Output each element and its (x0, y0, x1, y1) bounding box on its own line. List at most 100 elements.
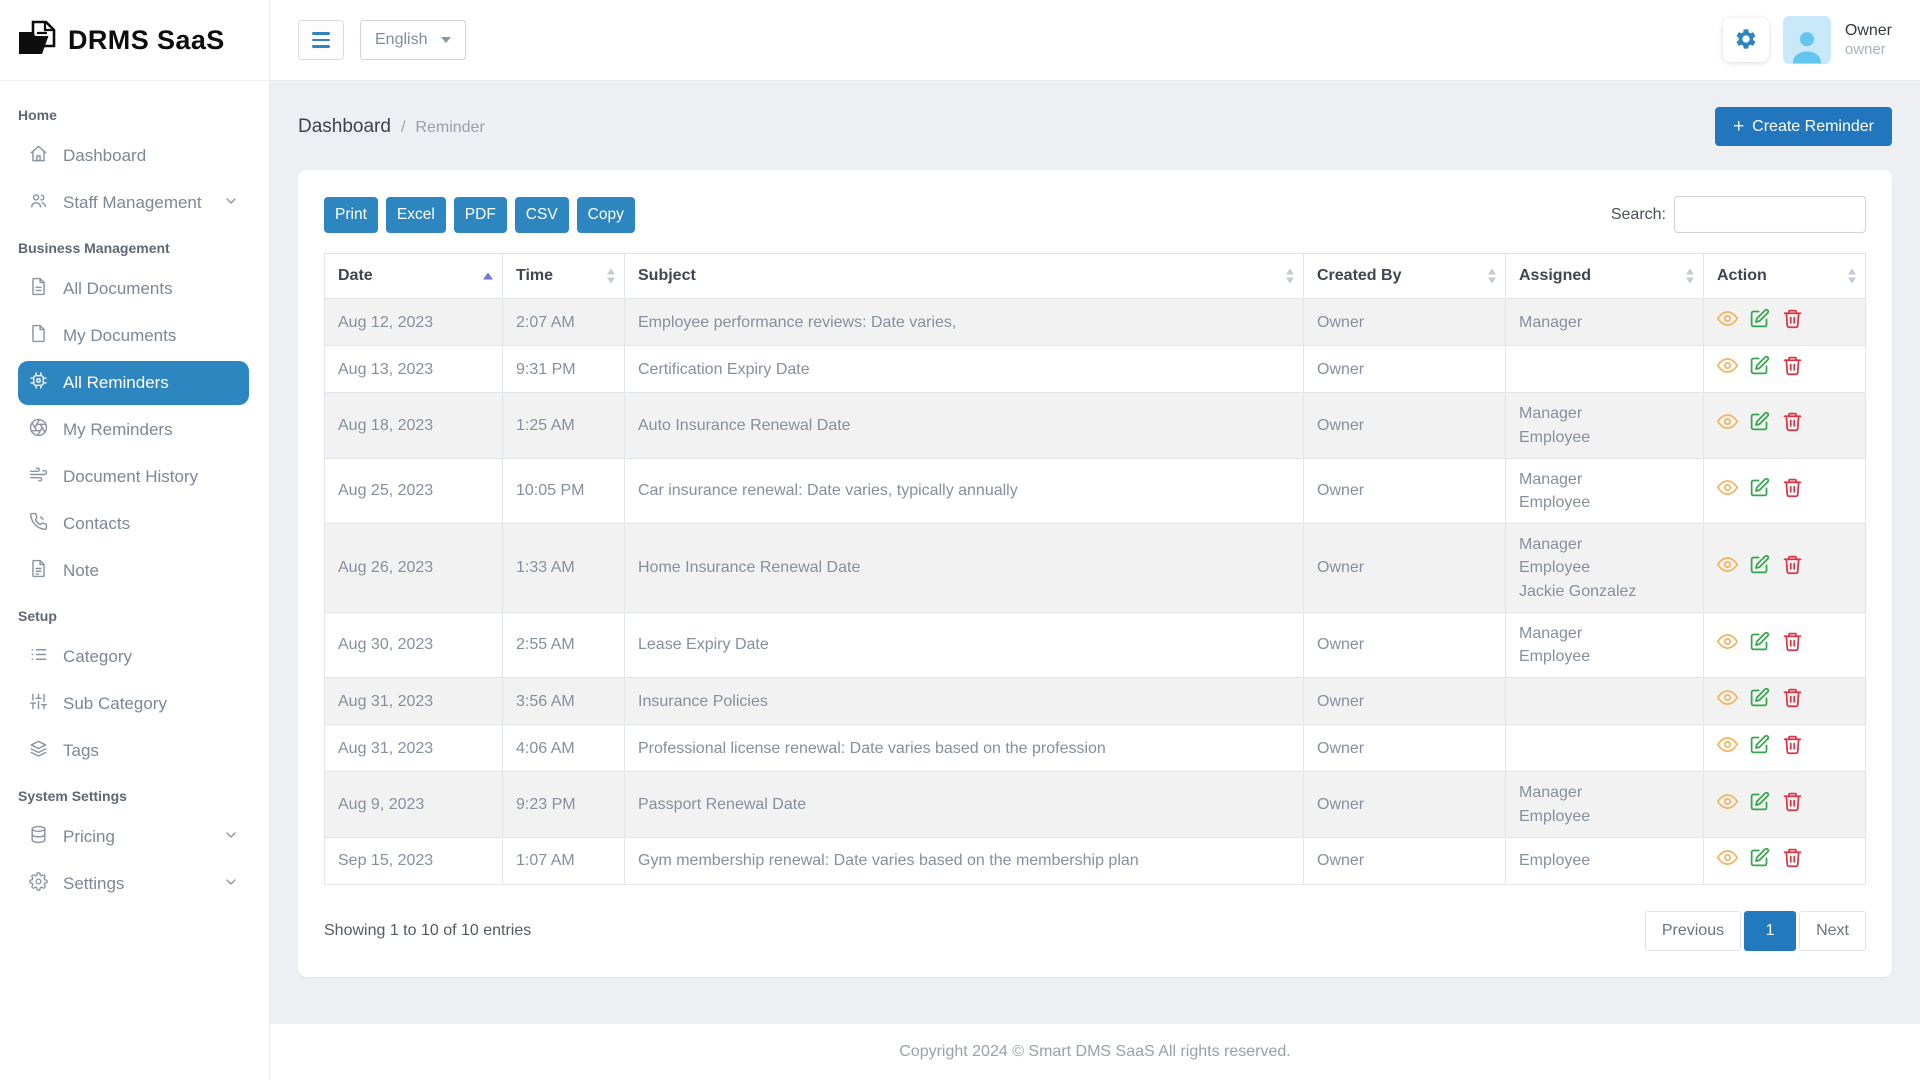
sidebar-item-settings[interactable]: Settings (18, 862, 249, 906)
app-logo[interactable]: DRMS SaaS (0, 0, 269, 81)
view-button[interactable] (1717, 847, 1738, 875)
column-header-time[interactable]: Time (502, 253, 625, 299)
view-button[interactable] (1717, 308, 1738, 336)
sidebar-item-label: All Reminders (63, 373, 169, 392)
sidebar-item-my-documents[interactable]: My Documents (18, 314, 249, 358)
column-header-action[interactable]: Action (1703, 253, 1866, 299)
sidebar-item-document-history[interactable]: Document History (18, 455, 249, 499)
copy-button[interactable]: Copy (576, 196, 635, 233)
plus-icon: + (1733, 116, 1745, 137)
sidebar-item-label: Staff Management (63, 193, 202, 212)
delete-button[interactable] (1782, 411, 1803, 439)
cell-created-by: Owner (1303, 611, 1506, 679)
edit-pencil-icon (1749, 355, 1770, 383)
sidebar-item-note[interactable]: Note (18, 549, 249, 593)
sidebar-item-my-reminders[interactable]: My Reminders (18, 408, 249, 452)
sidebar-item-label: All Documents (63, 279, 173, 298)
column-header-created-by[interactable]: Created By (1303, 253, 1506, 299)
delete-button[interactable] (1782, 734, 1803, 762)
cell-subject: Certification Expiry Date (624, 345, 1304, 394)
sidebar-item-staff-management[interactable]: Staff Management (18, 181, 249, 225)
reminders-card: Print Excel PDF CSV Copy Search: Date Ti… (298, 170, 1892, 977)
nav-section-system-settings: System Settings (18, 788, 127, 804)
delete-button[interactable] (1782, 554, 1803, 582)
sidebar-item-label: My Reminders (63, 420, 173, 439)
sidebar-item-pricing[interactable]: Pricing (18, 815, 249, 859)
reminders-table: Date Time Subject Created By Assigned Ac… (324, 253, 1866, 886)
view-button[interactable] (1717, 734, 1738, 762)
edit-pencil-icon (1749, 477, 1770, 505)
column-header-subject[interactable]: Subject (624, 253, 1304, 299)
main-area: English Owner owner Dashboard / Remind (270, 0, 1920, 1080)
sidebar-item-dashboard[interactable]: Dashboard (18, 134, 249, 178)
delete-button[interactable] (1782, 631, 1803, 659)
delete-button[interactable] (1782, 477, 1803, 505)
print-button[interactable]: Print (324, 196, 378, 233)
delete-button[interactable] (1782, 355, 1803, 383)
pdf-button[interactable]: PDF (453, 196, 507, 233)
view-button[interactable] (1717, 631, 1738, 659)
view-button[interactable] (1717, 355, 1738, 383)
sidebar-item-tags[interactable]: Tags (18, 729, 249, 773)
topbar: English Owner owner (270, 0, 1920, 81)
delete-button[interactable] (1782, 687, 1803, 715)
sort-icons (1286, 268, 1294, 284)
eye-icon (1717, 847, 1738, 875)
menu-toggle-button[interactable] (298, 20, 344, 60)
sidebar-nav: Home Dashboard Staff Management Business… (0, 81, 269, 909)
edit-button[interactable] (1749, 631, 1770, 659)
pagination-previous-button[interactable]: Previous (1644, 911, 1742, 951)
view-button[interactable] (1717, 411, 1738, 439)
edit-button[interactable] (1749, 847, 1770, 875)
sidebar-item-all-documents[interactable]: All Documents (18, 267, 249, 311)
language-label: English (375, 31, 428, 48)
eye-icon (1717, 308, 1738, 336)
delete-button[interactable] (1782, 791, 1803, 819)
trash-icon (1782, 631, 1803, 659)
edit-pencil-icon (1749, 687, 1770, 715)
edit-button[interactable] (1749, 687, 1770, 715)
pagination-next-button[interactable]: Next (1799, 911, 1866, 951)
column-header-assigned[interactable]: Assigned (1505, 253, 1704, 299)
edit-button[interactable] (1749, 308, 1770, 336)
settings-gear-button[interactable] (1722, 18, 1769, 62)
table-row: Aug 30, 2023 2:55 AM Lease Expiry Date O… (324, 611, 1866, 679)
sidebar-item-all-reminders[interactable]: All Reminders (18, 361, 249, 405)
edit-button[interactable] (1749, 477, 1770, 505)
pagination-page-1-button[interactable]: 1 (1744, 911, 1797, 951)
aperture-icon (29, 418, 48, 442)
edit-button[interactable] (1749, 734, 1770, 762)
edit-button[interactable] (1749, 355, 1770, 383)
excel-button[interactable]: Excel (385, 196, 446, 233)
cell-created-by: Owner (1303, 724, 1506, 773)
edit-pencil-icon (1749, 791, 1770, 819)
search-input[interactable] (1674, 196, 1866, 233)
view-button[interactable] (1717, 687, 1738, 715)
view-button[interactable] (1717, 477, 1738, 505)
edit-button[interactable] (1749, 554, 1770, 582)
sidebar-item-contacts[interactable]: Contacts (18, 502, 249, 546)
avatar[interactable] (1782, 16, 1831, 64)
cell-time: 2:55 AM (502, 611, 625, 679)
breadcrumb-dashboard-link[interactable]: Dashboard (298, 115, 391, 137)
document-icon (29, 277, 48, 301)
view-button[interactable] (1717, 554, 1738, 582)
cell-created-by: Owner (1303, 457, 1506, 525)
view-button[interactable] (1717, 791, 1738, 819)
edit-button[interactable] (1749, 791, 1770, 819)
sidebar-item-sub-category[interactable]: Sub Category (18, 682, 249, 726)
edit-button[interactable] (1749, 411, 1770, 439)
delete-button[interactable] (1782, 308, 1803, 336)
language-dropdown[interactable]: English (360, 20, 467, 60)
cell-date: Aug 31, 2023 (324, 677, 503, 726)
column-header-date[interactable]: Date (324, 253, 503, 299)
edit-pencil-icon (1749, 631, 1770, 659)
create-reminder-button[interactable]: + Create Reminder (1715, 107, 1892, 146)
sidebar-item-category[interactable]: Category (18, 635, 249, 679)
cell-subject: Car insurance renewal: Date varies, typi… (624, 457, 1304, 525)
user-info[interactable]: Owner owner (1845, 21, 1892, 60)
cell-subject: Auto Insurance Renewal Date (624, 392, 1304, 459)
csv-button[interactable]: CSV (514, 196, 569, 233)
sliders-icon (29, 692, 48, 716)
delete-button[interactable] (1782, 847, 1803, 875)
